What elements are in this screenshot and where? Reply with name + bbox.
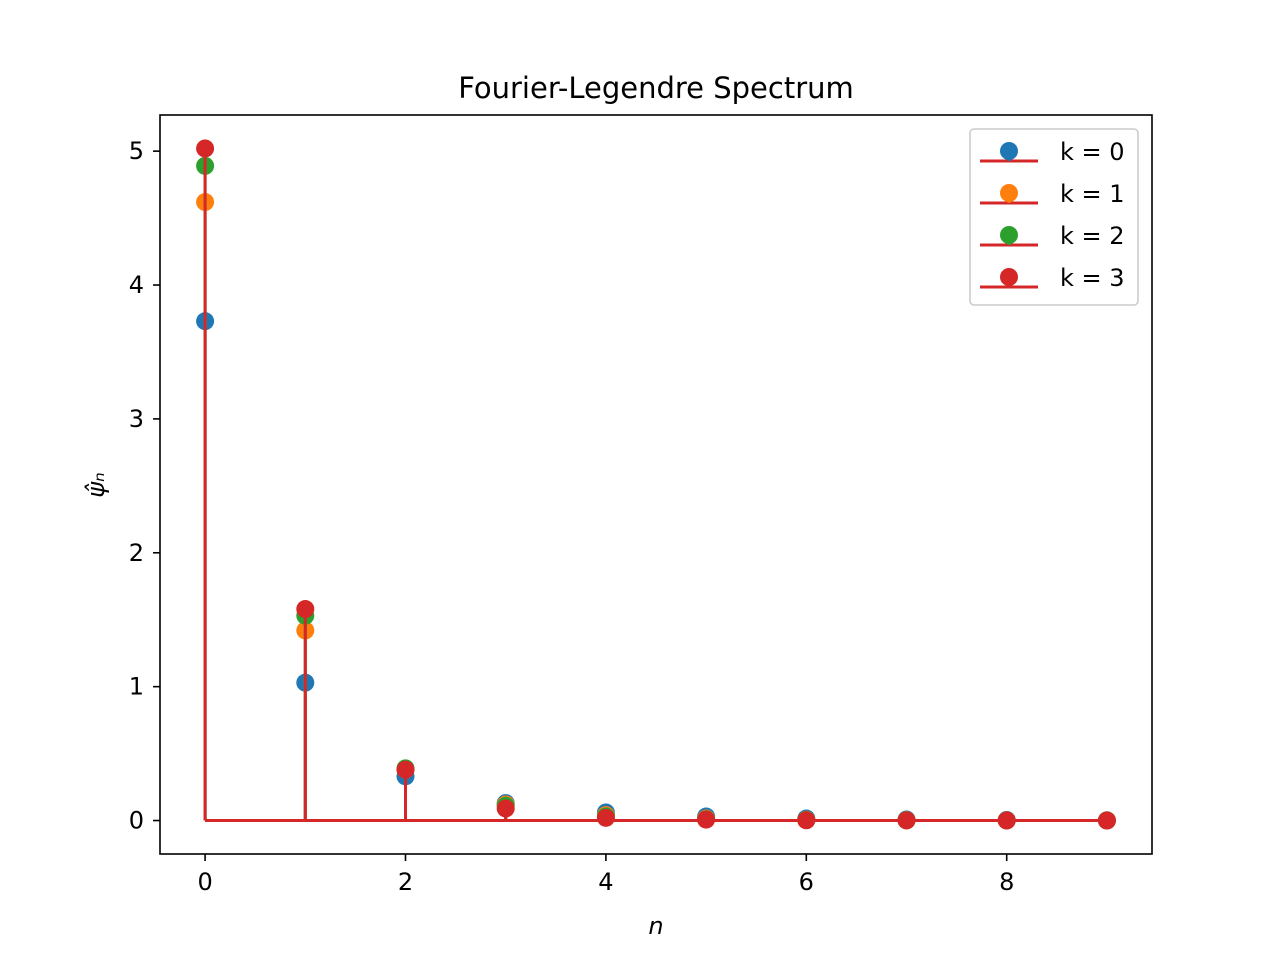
legend-handle-marker	[1000, 142, 1018, 160]
y-axis-label: ψ̂ₙ	[82, 472, 110, 497]
legend-handle-marker	[1000, 268, 1018, 286]
stem-marker	[1097, 811, 1116, 830]
x-tick-label: 6	[799, 868, 814, 896]
stem-marker	[997, 811, 1016, 830]
legend-entry: k = 0	[980, 138, 1125, 166]
legend-box	[969, 128, 1139, 306]
legend-label: k = 2	[1060, 222, 1125, 250]
legend-handle-marker	[1000, 184, 1018, 202]
stem-marker	[897, 811, 916, 830]
y-tick-label: 5	[129, 137, 144, 165]
series-3	[196, 139, 1116, 830]
x-tick-label: 0	[197, 868, 212, 896]
y-tick-label: 3	[129, 405, 144, 433]
stem-marker	[797, 811, 816, 830]
plot-area	[196, 139, 1116, 830]
legend: k = 0 k = 1 k = 2 k = 3	[969, 128, 1139, 306]
legend-label: k = 1	[1060, 180, 1125, 208]
legend-entry: k = 2	[980, 222, 1125, 250]
axes: 0 2 4 6 8 0 1 2 3 4 5	[129, 114, 1153, 896]
y-tick-label: 2	[129, 539, 144, 567]
legend-handle-marker	[1000, 226, 1018, 244]
y-tick-label: 4	[129, 271, 144, 299]
axes-frame	[159, 114, 1153, 855]
legend-label: k = 0	[1060, 138, 1125, 166]
y-tick-label: 0	[129, 807, 144, 835]
stem-marker	[196, 139, 215, 158]
x-tick-label: 8	[999, 868, 1014, 896]
legend-entry: k = 3	[980, 264, 1125, 292]
x-tick-label: 4	[598, 868, 613, 896]
legend-label: k = 3	[1060, 264, 1125, 292]
legend-entry: k = 1	[980, 180, 1125, 208]
y-tick-label: 1	[129, 673, 144, 701]
stem-marker	[396, 760, 415, 779]
stem-marker	[296, 600, 315, 619]
x-tick-label: 2	[398, 868, 413, 896]
chart-title: Fourier-Legendre Spectrum	[458, 71, 854, 105]
stem-marker	[496, 799, 515, 818]
stem-marker	[596, 808, 615, 827]
stem-marker	[697, 810, 716, 829]
x-axis-label: n	[648, 912, 663, 940]
